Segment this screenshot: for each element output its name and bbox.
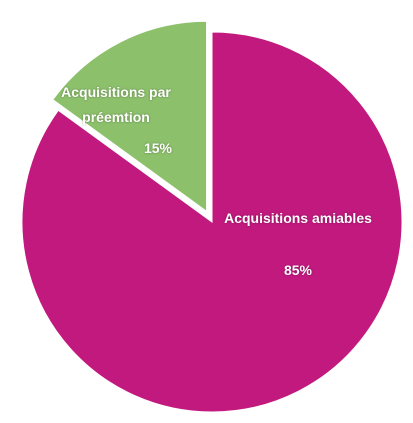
slice-name: Acquisitions par préemtion xyxy=(61,84,171,125)
slice-value-label: 85% xyxy=(283,262,313,278)
pie-slice xyxy=(52,20,208,213)
slice-value-label: 15% xyxy=(143,140,173,156)
pie-slice xyxy=(21,31,403,413)
slice-name: Acquisitions amiables xyxy=(224,210,372,226)
